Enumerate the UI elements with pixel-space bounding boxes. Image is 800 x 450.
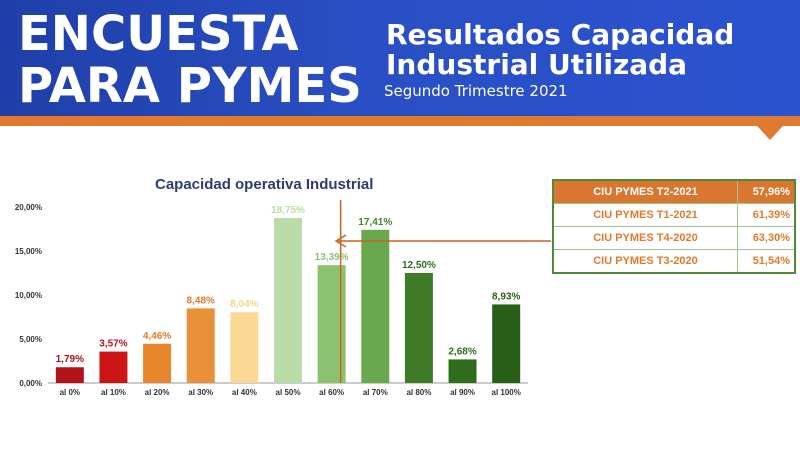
- period-subtitle: Segundo Trimestre 2021: [384, 82, 568, 100]
- bar: [55, 367, 84, 383]
- data-label: 18,75%: [271, 205, 305, 216]
- bar: [492, 304, 521, 383]
- table-row-value: 63,30%: [752, 232, 790, 244]
- table-row: CIU PYMES T3-2020 51,54%: [554, 249, 794, 272]
- table-row: CIU PYMES T1-2021 61,39%: [554, 203, 794, 226]
- data-label: 1,79%: [56, 354, 84, 365]
- x-tick-label: al 100%: [492, 388, 521, 397]
- table-row-name: CIU PYMES T2-2021: [554, 181, 738, 203]
- accent-band: [0, 116, 800, 126]
- data-label: 4,46%: [143, 331, 171, 342]
- comparison-table: CIU PYMES T2-2021 57,96% CIU PYMES T1-20…: [552, 179, 796, 274]
- x-tick-label: al 40%: [232, 388, 257, 397]
- data-label: 8,48%: [187, 295, 215, 306]
- x-tick-label: al 80%: [406, 388, 431, 397]
- survey-title-line2: PARA PYMES: [18, 58, 362, 114]
- arrow-head-icon: [334, 234, 347, 248]
- table-row-name: CIU PYMES T3-2020: [554, 250, 738, 272]
- results-title: Resultados Capacidad Industrial Utilizad…: [386, 20, 734, 80]
- bar: [99, 351, 128, 383]
- results-title-line1: Resultados Capacidad: [386, 18, 735, 51]
- data-label: 8,04%: [230, 299, 258, 310]
- bar: [317, 265, 346, 383]
- x-tick-label: al 60%: [319, 388, 344, 397]
- y-tick-label: 15,00%: [15, 247, 42, 256]
- y-tick-label: 5,00%: [19, 335, 42, 344]
- x-tick-label: al 50%: [276, 388, 301, 397]
- bar: [404, 273, 433, 383]
- x-tick-label: al 10%: [101, 388, 126, 397]
- x-tick-label: al 70%: [363, 388, 388, 397]
- bar: [274, 218, 302, 383]
- y-tick-label: 10,00%: [15, 291, 42, 300]
- data-label: 12,50%: [402, 260, 436, 271]
- table-row: CIU PYMES T4-2020 63,30%: [554, 226, 794, 249]
- x-tick-label: al 0%: [60, 388, 80, 397]
- data-label: 3,57%: [99, 339, 127, 350]
- data-label: 13,39%: [315, 252, 349, 263]
- bar: [448, 359, 477, 383]
- survey-title-line1: ENCUESTA: [18, 6, 299, 62]
- results-title-line2: Industrial Utilizada: [386, 48, 688, 81]
- header-banner: [0, 0, 800, 116]
- table-row-current: CIU PYMES T2-2021 57,96%: [554, 181, 794, 203]
- table-row-value: 57,96%: [752, 186, 790, 198]
- table-row-value: 61,39%: [752, 209, 790, 221]
- bar: [230, 312, 259, 383]
- y-tick-label: 20,00%: [15, 203, 42, 212]
- data-label: 17,41%: [358, 217, 392, 228]
- bar: [186, 308, 215, 383]
- bar: [361, 229, 390, 383]
- data-label: 8,93%: [492, 291, 520, 302]
- data-label: 2,68%: [448, 346, 476, 357]
- survey-title: ENCUESTA PARA PYMES: [18, 8, 362, 112]
- accent-notch: [748, 116, 792, 140]
- y-tick-label: 0,00%: [19, 379, 42, 388]
- bar: [143, 343, 172, 383]
- table-row-name: CIU PYMES T4-2020: [554, 227, 738, 249]
- table-row-name: CIU PYMES T1-2021: [554, 204, 738, 226]
- x-tick-label: al 30%: [188, 388, 213, 397]
- x-tick-label: al 20%: [145, 388, 170, 397]
- x-tick-label: al 90%: [450, 388, 475, 397]
- chart-title: Capacidad operativa Industrial: [155, 176, 374, 193]
- table-row-value: 51,54%: [752, 255, 790, 267]
